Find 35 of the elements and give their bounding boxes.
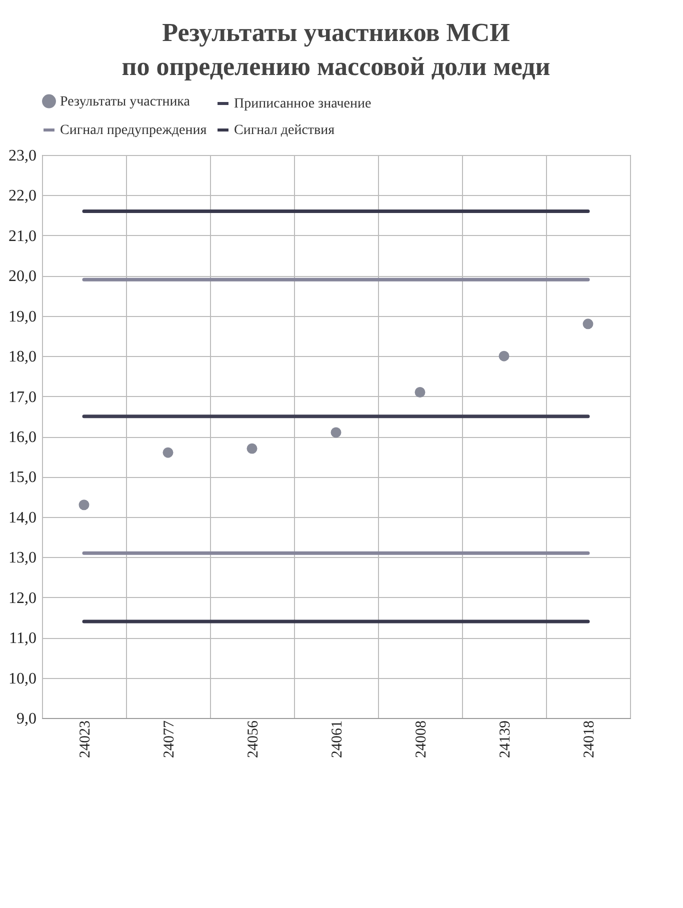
y-tick-label: 14,0 xyxy=(8,509,36,526)
x-tick-label: 24061 xyxy=(330,720,346,758)
x-tick-label: 24077 xyxy=(162,720,178,758)
x-tick-label: 24023 xyxy=(78,720,94,758)
y-tick-label: 9,0 xyxy=(16,710,36,728)
point xyxy=(582,318,594,330)
y-tick-label: 21,0 xyxy=(8,228,36,245)
y-tick-label: 16,0 xyxy=(8,429,36,446)
legend-label: Сигнал предупреждения xyxy=(60,123,208,138)
x-tick-label: 24139 xyxy=(498,720,514,758)
y-tick-label: 20,0 xyxy=(8,268,36,286)
legend-label: Приписанное значение xyxy=(234,96,372,112)
point xyxy=(162,447,174,458)
y-tick-label: 13,0 xyxy=(8,550,36,567)
y-tick-label: 11,0 xyxy=(9,630,36,648)
y-tick-label: 22,0 xyxy=(8,188,36,205)
x-tick-label: 24056 xyxy=(246,720,262,758)
y-tick-label: 12,0 xyxy=(8,590,36,607)
y-tick-label: 19,0 xyxy=(8,308,36,326)
x-tick-label: 24018 xyxy=(582,720,598,758)
text: Результаты участников МСИ xyxy=(162,18,510,47)
point xyxy=(498,350,510,362)
y-tick-label: 17,0 xyxy=(8,388,36,406)
x-tick-label: 24008 xyxy=(414,720,430,758)
y-tick-label: 18,0 xyxy=(8,348,36,366)
point xyxy=(246,443,258,454)
point xyxy=(414,387,426,398)
legend-label: Результаты участника xyxy=(60,94,191,110)
y-tick-label: 15,0 xyxy=(8,469,36,486)
point xyxy=(330,427,342,438)
y-tick-label: 10,0 xyxy=(8,670,36,688)
y-tick-label: 23,0 xyxy=(8,148,36,164)
point xyxy=(78,500,90,510)
legend-label: Сигнал действия xyxy=(234,123,336,138)
text: по определению массовой доли меди xyxy=(122,52,550,81)
